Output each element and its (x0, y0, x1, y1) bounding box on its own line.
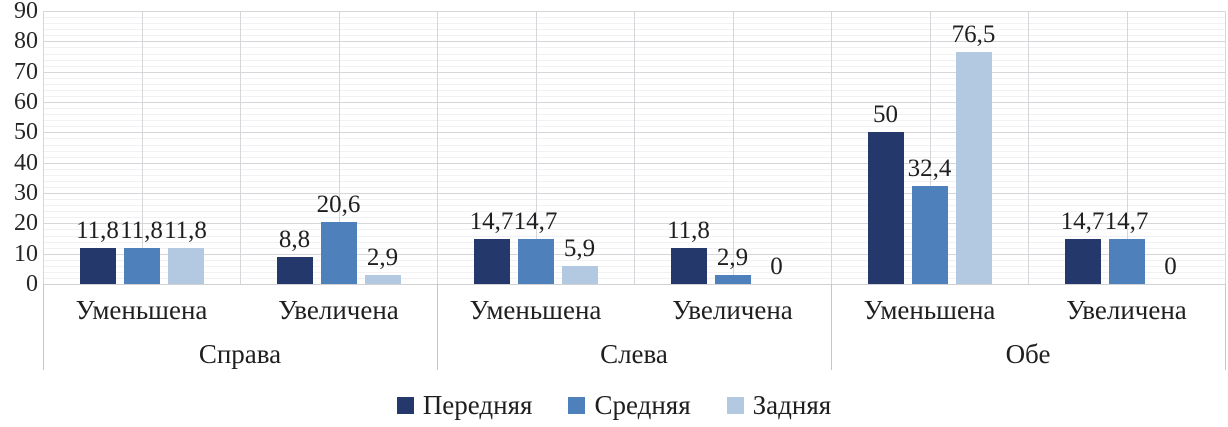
vertical-gridline (141, 11, 143, 284)
y-tick-label: 90 (14, 0, 38, 24)
data-label: 5,9 (563, 235, 596, 263)
group-label: Справа (198, 339, 282, 369)
legend-item-Средняя: Средняя (568, 390, 691, 420)
bar-Задняя (364, 275, 401, 284)
bar-Средняя (911, 185, 948, 284)
legend-swatch-icon (568, 396, 586, 414)
vertical-gridline (1126, 11, 1128, 284)
x-axis-line (43, 284, 1225, 285)
legend-label: Задняя (752, 390, 832, 420)
bar-Задняя (167, 248, 204, 284)
legend-item-Передняя: Передняя (396, 390, 533, 420)
y-tick-label: 0 (26, 271, 38, 297)
y-tick-label: 20 (14, 210, 38, 237)
data-label: 0 (1164, 253, 1177, 280)
vertical-gridline (338, 11, 340, 284)
bar-Задняя (955, 52, 992, 284)
data-label: 11,8 (120, 217, 163, 245)
legend: Передняя Средняя Задняя (0, 390, 1228, 420)
data-label: 2,9 (716, 244, 749, 272)
vertical-gridline (1225, 11, 1226, 284)
data-label: 0 (770, 253, 783, 280)
y-tick-label: 60 (14, 89, 38, 115)
legend-label: Передняя (422, 390, 533, 420)
bar-Передняя (473, 239, 510, 284)
data-label: 14,7 (1104, 208, 1149, 236)
category-label: Увеличена (672, 295, 793, 325)
bar-Задняя (561, 266, 598, 284)
vertical-gridline (831, 11, 832, 284)
legend-swatch-icon (726, 396, 744, 414)
category-label: Уменьшена (863, 295, 996, 325)
data-label: 14,7 (1060, 208, 1105, 236)
data-label: 11,8 (76, 217, 119, 245)
vertical-gridline (535, 11, 537, 284)
vertical-gridline (634, 11, 635, 284)
bar-Передняя (276, 257, 313, 284)
legend-swatch-icon (396, 396, 414, 414)
bar-Передняя (670, 248, 707, 284)
group-label: Слева (600, 339, 668, 369)
data-label: 14,7 (469, 208, 514, 236)
group-separator-line (1225, 284, 1226, 370)
bar-Средняя (320, 221, 357, 284)
legend-item-Задняя: Задняя (726, 390, 832, 420)
bar-Передняя (867, 132, 904, 284)
data-label: 11,8 (164, 217, 207, 245)
y-tick-label: 40 (14, 149, 38, 176)
y-tick-label: 10 (14, 240, 38, 267)
category-label: Увеличена (1066, 295, 1187, 325)
category-label: Увеличена (278, 295, 399, 325)
category-label: Уменьшена (469, 295, 602, 325)
data-label: 32,4 (907, 154, 952, 182)
data-label: 2,9 (366, 244, 399, 272)
group-separator-line (437, 284, 438, 370)
bar-Передняя (79, 248, 116, 284)
vertical-gridline (437, 11, 438, 284)
legend-label: Средняя (594, 390, 691, 420)
bar-Средняя (123, 248, 160, 284)
data-label: 14,7 (513, 208, 558, 236)
vertical-gridline (43, 11, 44, 284)
y-tick-label: 80 (14, 28, 38, 55)
group-separator-line (831, 284, 832, 370)
vertical-gridline (240, 11, 241, 284)
y-tick-label: 70 (14, 58, 38, 85)
group-label: Обе (1005, 339, 1051, 369)
data-label: 8,8 (278, 226, 311, 254)
data-label: 20,6 (316, 190, 361, 218)
vertical-gridline (929, 11, 931, 284)
bar-Средняя (714, 275, 751, 284)
vertical-gridline (732, 11, 734, 284)
group-separator-line (43, 284, 44, 370)
data-label: 76,5 (951, 21, 996, 48)
y-tick-label: 30 (14, 180, 38, 206)
bar-Средняя (517, 239, 554, 284)
data-label: 50 (873, 101, 898, 129)
vertical-gridline (1028, 11, 1029, 284)
y-tick-label: 50 (14, 119, 38, 146)
bar-Передняя (1064, 239, 1101, 284)
category-label: Уменьшена (75, 295, 208, 325)
data-label: 11,8 (667, 217, 710, 245)
bar-Средняя (1108, 239, 1145, 284)
